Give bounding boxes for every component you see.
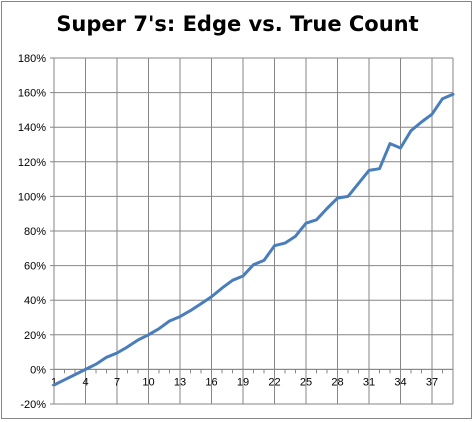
y-tick-labels: -20% 0% 20% 40% 60% 80% 100% 120% 140% 160% 180% [18, 53, 46, 411]
x-tick-label: 4 [82, 376, 88, 388]
y-tick-label: 0% [30, 364, 46, 376]
x-tick-label: 34 [394, 376, 406, 388]
y-tick-label: 180% [18, 53, 46, 65]
y-tick-label: -20% [20, 399, 46, 411]
x-tick-label: 13 [174, 376, 186, 388]
x-tick-label: 16 [205, 376, 217, 388]
x-tick-label: 37 [426, 376, 438, 388]
y-tick-label: 140% [18, 122, 46, 134]
x-tick-label: 25 [300, 376, 312, 388]
x-tick-label: 7 [114, 376, 120, 388]
y-tick-label: 100% [18, 191, 46, 203]
x-tick-labels: 1 4 7 10 13 16 19 22 25 28 31 34 37 [51, 376, 438, 388]
y-tick-label: 20% [24, 330, 46, 342]
x-tick-label: 22 [268, 376, 280, 388]
y-tick-label: 40% [24, 295, 46, 307]
y-tick-label: 80% [24, 226, 46, 238]
x-tick-label: 10 [142, 376, 154, 388]
series-line [52, 92, 455, 387]
axes [50, 57, 454, 405]
series-group [52, 92, 455, 387]
x-tick-label: 28 [331, 376, 343, 388]
grid-lines [53, 57, 454, 405]
y-tick-label: 60% [24, 261, 46, 273]
x-tick-label: 1 [51, 376, 57, 388]
x-tick-label: 19 [237, 376, 249, 388]
chart-title: Super 7's: Edge vs. True Count [56, 12, 419, 36]
x-tick-label: 31 [363, 376, 375, 388]
y-tick-label: 160% [18, 88, 46, 100]
y-tick-label: 120% [18, 157, 46, 169]
